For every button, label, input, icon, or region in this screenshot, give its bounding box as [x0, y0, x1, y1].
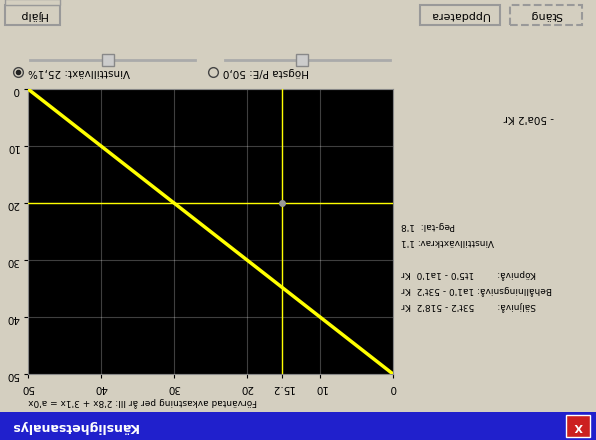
- FancyBboxPatch shape: [420, 5, 500, 25]
- Text: Behållningsnivå: 1a1'0 - 53t'2  Kr: Behållningsnivå: 1a1'0 - 53t'2 Kr: [401, 285, 552, 295]
- FancyBboxPatch shape: [5, 5, 60, 25]
- Text: Förväntad avkastning per år lll: 2'8x + 3'1x = a'0x: Förväntad avkastning per år lll: 2'8x + …: [28, 397, 257, 407]
- FancyBboxPatch shape: [510, 5, 582, 25]
- Text: Högsta P/E: 50,0: Högsta P/E: 50,0: [223, 67, 309, 77]
- Text: Säljnivå:        53t'2 - 518'2  Kr: Säljnivå: 53t'2 - 518'2 Kr: [401, 301, 536, 311]
- Text: Uppdatera: Uppdatera: [430, 10, 489, 20]
- Text: Stäng: Stäng: [530, 10, 562, 20]
- FancyBboxPatch shape: [0, 412, 596, 440]
- Text: - 50a'2 Kr: - 50a'2 Kr: [504, 113, 554, 123]
- Text: Vinsttillväxtkrav: 1'1: Vinsttillväxtkrav: 1'1: [401, 237, 494, 246]
- Text: Peg-tal:  1'8: Peg-tal: 1'8: [401, 221, 455, 230]
- FancyBboxPatch shape: [5, 0, 60, 5]
- Text: Köpnivå:        1t5'0 - 1a1'0  Kr: Köpnivå: 1t5'0 - 1a1'0 Kr: [401, 269, 536, 279]
- Text: Känslighetsanalys: Känslighetsanalys: [10, 419, 138, 433]
- Text: X: X: [574, 421, 582, 431]
- FancyBboxPatch shape: [566, 415, 590, 437]
- Text: Vinsttillväxt: 25,1%: Vinsttillväxt: 25,1%: [28, 67, 130, 77]
- Text: Hjälp: Hjälp: [18, 10, 46, 20]
